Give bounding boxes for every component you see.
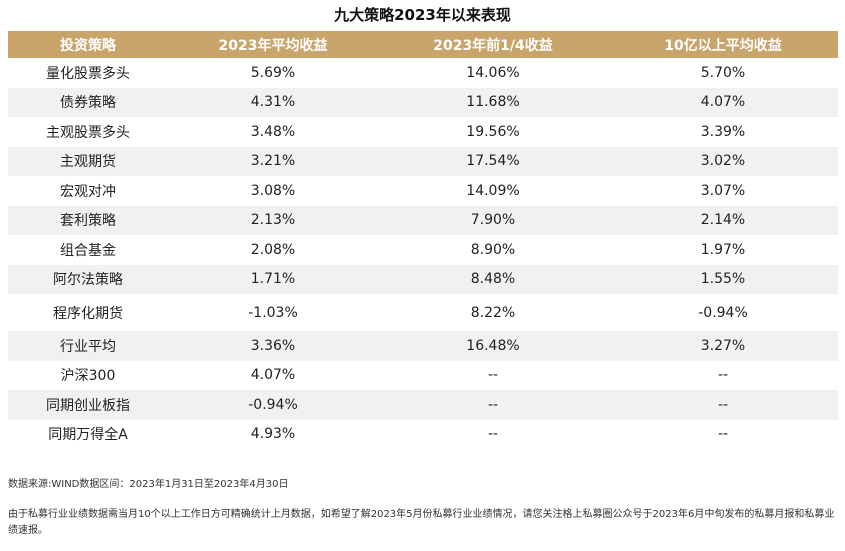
cell-value: --	[378, 360, 608, 390]
cell-value: 2.14%	[608, 205, 838, 235]
cell-value: 3.21%	[168, 146, 378, 176]
header-row: 投资策略 2023年平均收益 2023年前1/4收益 10亿以上平均收益	[8, 31, 838, 58]
cell-value: 14.06%	[378, 58, 608, 88]
table-row: 套利策略 2.13% 7.90% 2.14%	[8, 205, 838, 235]
table-row: 主观股票多头 3.48% 19.56% 3.39%	[8, 117, 838, 147]
table-row: 组合基金 2.08% 8.90% 1.97%	[8, 235, 838, 265]
cell-strategy: 行业平均	[8, 331, 168, 361]
cell-value: 1.71%	[168, 264, 378, 294]
cell-value: 4.07%	[608, 87, 838, 117]
cell-value: --	[608, 390, 838, 420]
cell-strategy: 量化股票多头	[8, 58, 168, 88]
cell-value: --	[608, 419, 838, 449]
cell-value: --	[378, 390, 608, 420]
cell-value: 4.31%	[168, 87, 378, 117]
cell-value: 3.07%	[608, 176, 838, 206]
cell-value: 8.90%	[378, 235, 608, 265]
table-row: 债券策略 4.31% 11.68% 4.07%	[8, 87, 838, 117]
cell-value: 7.90%	[378, 205, 608, 235]
cell-value: 4.93%	[168, 419, 378, 449]
cell-value: 1.97%	[608, 235, 838, 265]
table-row: 宏观对冲 3.08% 14.09% 3.07%	[8, 176, 838, 206]
strategy-performance-table: 投资策略 2023年平均收益 2023年前1/4收益 10亿以上平均收益 量化股…	[8, 31, 838, 449]
cell-value: 4.07%	[168, 360, 378, 390]
cell-strategy: 同期创业板指	[8, 390, 168, 420]
cell-value: 5.70%	[608, 58, 838, 88]
cell-value: 3.48%	[168, 117, 378, 147]
table-row: 同期万得全A 4.93% -- --	[8, 419, 838, 449]
cell-strategy: 主观期货	[8, 146, 168, 176]
cell-value: --	[608, 360, 838, 390]
cell-strategy: 宏观对冲	[8, 176, 168, 206]
cell-value: 8.22%	[378, 294, 608, 331]
cell-value: 3.02%	[608, 146, 838, 176]
cell-value: --	[378, 419, 608, 449]
table-row: 量化股票多头 5.69% 14.06% 5.70%	[8, 58, 838, 88]
table-row: 同期创业板指 -0.94% -- --	[8, 390, 838, 420]
table-title: 九大策略2023年以来表现	[334, 6, 511, 24]
cell-value: 1.55%	[608, 264, 838, 294]
cell-value: 14.09%	[378, 176, 608, 206]
cell-strategy: 组合基金	[8, 235, 168, 265]
header-2023-avg-return: 2023年平均收益	[168, 31, 378, 58]
cell-value: 3.27%	[608, 331, 838, 361]
cell-value: 16.48%	[378, 331, 608, 361]
table-row: 行业平均 3.36% 16.48% 3.27%	[8, 331, 838, 361]
cell-value: -0.94%	[168, 390, 378, 420]
header-2023-q1-return: 2023年前1/4收益	[378, 31, 608, 58]
cell-value: 3.39%	[608, 117, 838, 147]
header-strategy: 投资策略	[8, 31, 168, 58]
cell-value: -1.03%	[168, 294, 378, 331]
cell-strategy: 套利策略	[8, 205, 168, 235]
cell-value: 2.08%	[168, 235, 378, 265]
cell-strategy: 债券策略	[8, 87, 168, 117]
cell-value: 3.08%	[168, 176, 378, 206]
cell-strategy: 阿尔法策略	[8, 264, 168, 294]
cell-value: 19.56%	[378, 117, 608, 147]
cell-strategy: 同期万得全A	[8, 419, 168, 449]
header-over-1b-avg-return: 10亿以上平均收益	[608, 31, 838, 58]
cell-value: 11.68%	[378, 87, 608, 117]
cell-strategy: 主观股票多头	[8, 117, 168, 147]
disclaimer-note: 由于私募行业业绩数据需当月10个以上工作日方可精确统计上月数据，如希望了解202…	[8, 509, 835, 536]
cell-value: 2.13%	[168, 205, 378, 235]
table-row: 沪深300 4.07% -- --	[8, 360, 838, 390]
data-source-note: 数据来源:WIND数据区间：2023年1月31日至2023年4月30日	[8, 479, 289, 490]
cell-strategy: 沪深300	[8, 360, 168, 390]
cell-value: 17.54%	[378, 146, 608, 176]
cell-strategy: 程序化期货	[8, 294, 168, 331]
cell-value: 3.36%	[168, 331, 378, 361]
table-row: 主观期货 3.21% 17.54% 3.02%	[8, 146, 838, 176]
cell-value: 8.48%	[378, 264, 608, 294]
cell-value: 5.69%	[168, 58, 378, 88]
table-row: 阿尔法策略 1.71% 8.48% 1.55%	[8, 264, 838, 294]
cell-value: -0.94%	[608, 294, 838, 331]
table-row: 程序化期货 -1.03% 8.22% -0.94%	[8, 294, 838, 331]
